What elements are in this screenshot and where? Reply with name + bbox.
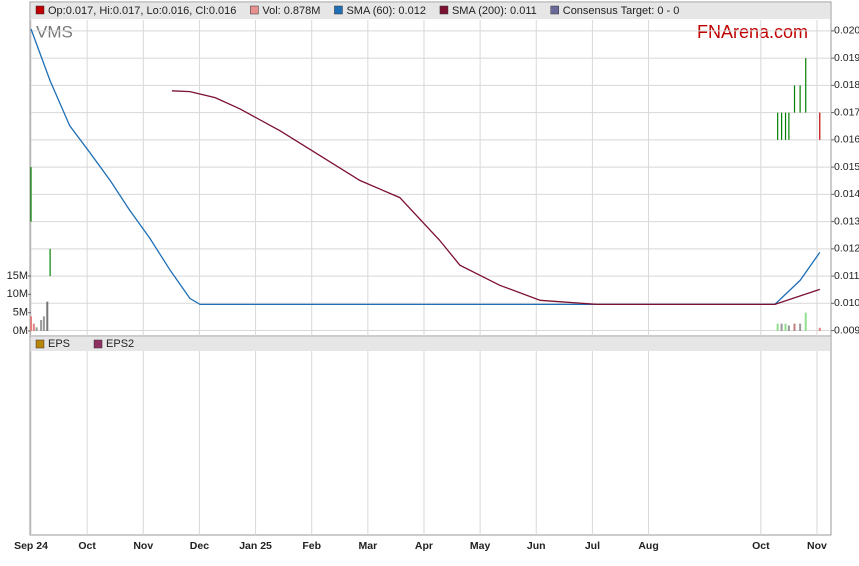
legend-swatch [35,339,45,349]
y-tick-label: 0.018 [834,79,859,91]
vol-tick-label: 15M [7,270,28,282]
volume-bar [42,316,45,331]
legend-label: Consensus Target: 0 - 0 [563,5,680,17]
volume-bar [799,323,802,331]
legend-label: SMA (60): 0.012 [346,5,426,17]
x-tick-label: Aug [638,540,658,552]
ticker: VMS [36,22,73,41]
y-tick-label: 0.011 [834,270,859,282]
volume-bar [818,327,821,331]
x-tick-label: May [470,540,491,552]
volume-bar [40,320,43,331]
x-tick-label: Dec [190,540,209,552]
legend-swatch [35,5,45,15]
legend-swatch [250,5,259,15]
x-tick-label: Jul [585,540,600,552]
volume-bar [793,323,796,331]
vol-tick-label: 10M [7,288,28,300]
volume-bar [30,316,32,331]
legend-label: SMA (200): 0.011 [452,5,537,17]
volume-bar [784,323,787,331]
volume-bar [35,327,38,331]
vol-tick-label: 0M [13,325,28,337]
y-tick-label: 0.015 [834,161,859,173]
x-tick-label: Nov [133,540,153,552]
y-tick-label: 0.012 [834,243,859,255]
x-tick-label: Nov [807,540,827,552]
x-tick-label: Jan 25 [239,540,272,552]
x-tick-label: Oct [752,540,770,552]
legend-label: Op:0.017, Hi:0.017, Lo:0.016, Cl:0.016 [48,5,236,17]
vol-tick-label: 5M [13,307,28,319]
volume-bar [46,301,49,331]
legend-swatch [334,5,343,15]
frame [29,1,832,536]
volume-bar [32,323,35,331]
y-tick-label: 0.019 [834,52,859,64]
legend-label: EPS2 [106,338,134,350]
brand: FNArena.com [697,22,808,42]
x-tick-label: Apr [415,540,433,552]
legend-bar [31,3,830,19]
y-tick-label: 0.016 [834,134,859,146]
y-tick-label: 0.014 [834,188,859,200]
lower-legend-bar [31,337,830,351]
y-tick-label: 0.017 [834,106,859,118]
legend-label: Vol: 0.878M [262,5,320,17]
y-tick-label: 0.010 [834,297,859,309]
y-tick-label: 0.020 [834,25,859,37]
volume-bar [804,312,807,331]
x-tick-label: Sep 24 [14,540,48,552]
y-tick-label: 0.009 [834,324,859,336]
volume-bar [776,323,779,331]
x-tick-label: Oct [78,540,96,552]
x-tick-label: Mar [358,540,377,552]
volume-bar [780,323,783,331]
legend-swatch [550,5,559,15]
x-tick-label: Jun [527,540,546,552]
legend-swatch [93,339,103,349]
legend-swatch [439,5,449,15]
y-tick-label: 0.013 [834,215,859,227]
legend-label: EPS [48,338,70,350]
volume-bar [787,325,790,331]
x-tick-label: Feb [302,540,321,552]
line-series [171,90,821,306]
